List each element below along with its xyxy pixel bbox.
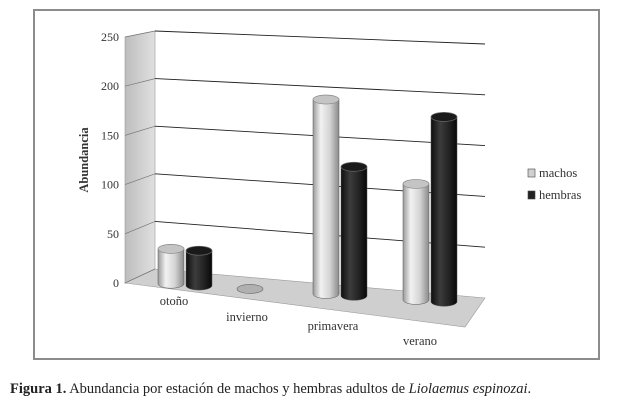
gridline-wall bbox=[124, 78, 156, 87]
x-tick-label: otoño bbox=[160, 294, 188, 308]
bar-hembras bbox=[340, 161, 368, 301]
bars bbox=[157, 94, 458, 307]
y-tick-label: 250 bbox=[101, 30, 119, 44]
legend-label: hembras bbox=[539, 188, 581, 202]
caption-text: Abundancia por estación de machos y hemb… bbox=[66, 381, 409, 397]
side-wall bbox=[124, 30, 156, 284]
bar-machos bbox=[402, 179, 430, 305]
y-tick-label: 100 bbox=[101, 178, 119, 192]
bar-hembras bbox=[430, 112, 458, 307]
x-tick-label: verano bbox=[403, 334, 437, 348]
gridline-wall bbox=[124, 221, 156, 235]
bar-hembras bbox=[185, 245, 213, 291]
legend: machos hembras bbox=[527, 166, 581, 202]
gridline-wall bbox=[124, 125, 156, 136]
y-tick-label: 150 bbox=[101, 128, 119, 142]
figure-caption: Figura 1. Abundancia por estación de mac… bbox=[10, 381, 625, 398]
gridline bbox=[154, 30, 486, 45]
legend-label: machos bbox=[539, 166, 577, 180]
bar-machos bbox=[312, 94, 340, 299]
y-tick-label: 0 bbox=[113, 276, 119, 290]
caption-label: Figura 1. bbox=[10, 381, 67, 397]
x-tick-label: invierno bbox=[226, 310, 268, 324]
caption-species: Liolaemus espinozai bbox=[408, 381, 528, 397]
y-axis-title: Abundancia bbox=[77, 127, 91, 193]
bar-empty bbox=[236, 284, 264, 294]
gridline-wall bbox=[124, 30, 156, 38]
x-axis-labels: otoño invierno primavera verano bbox=[160, 294, 437, 348]
legend-swatch bbox=[527, 168, 536, 178]
gridline-wall bbox=[124, 268, 156, 284]
y-axis: 0 50 100 150 200 250 bbox=[101, 30, 119, 290]
legend-swatch bbox=[527, 190, 536, 200]
bar-machos bbox=[157, 243, 185, 289]
caption-end: . bbox=[527, 381, 532, 397]
gridline bbox=[154, 78, 486, 96]
y-tick-label: 200 bbox=[101, 79, 119, 93]
x-tick-label: primavera bbox=[308, 319, 359, 333]
gridline-wall bbox=[124, 173, 156, 185]
y-tick-label: 50 bbox=[107, 227, 119, 241]
